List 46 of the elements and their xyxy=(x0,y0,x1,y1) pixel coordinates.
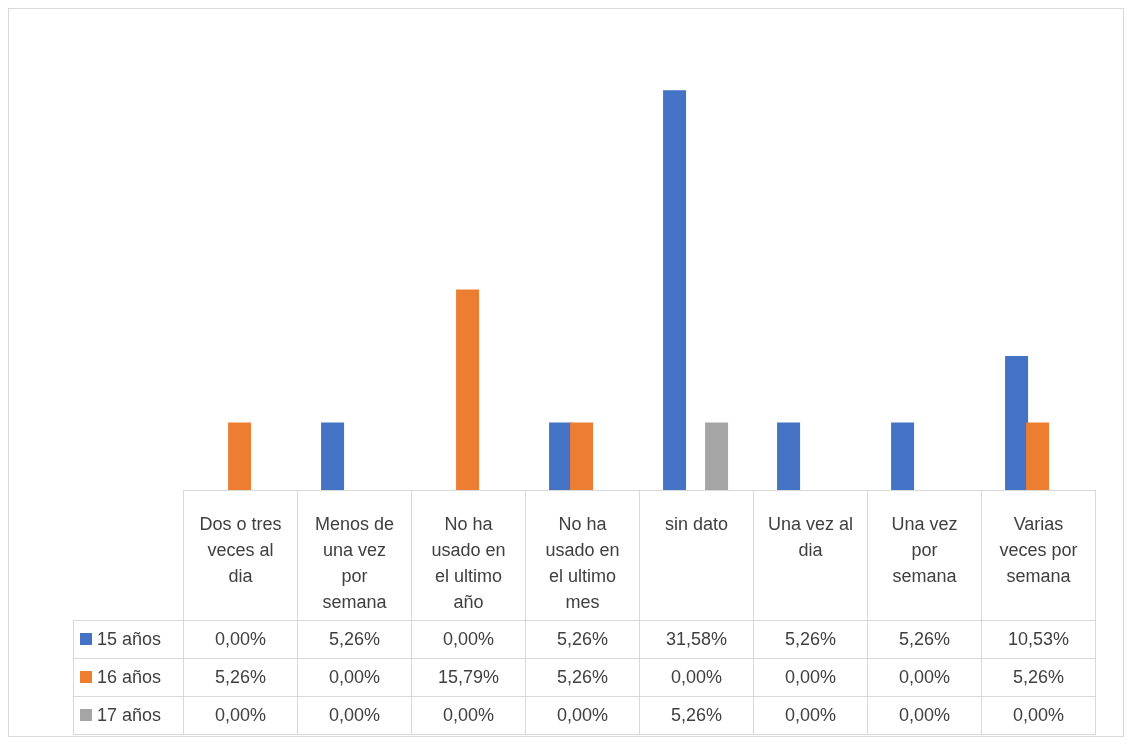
bar xyxy=(663,90,687,491)
bar xyxy=(891,422,915,491)
legend-label: 16 años xyxy=(97,667,162,687)
x-tick-label: Una vez por semana xyxy=(867,490,982,621)
x-tick-label: No ha usado en el ultimo mes xyxy=(525,490,640,621)
data-label: 0,00% xyxy=(183,696,298,735)
bar xyxy=(456,289,480,491)
x-tick-label: No ha usado en el ultimo año xyxy=(411,490,526,621)
data-label: 0,00% xyxy=(411,620,526,659)
x-tick-label: Una vez al dia xyxy=(753,490,868,621)
legend-label: 17 años xyxy=(97,705,162,725)
data-label: 0,00% xyxy=(753,658,868,697)
legend-label: 15 años xyxy=(97,629,162,649)
data-label: 0,00% xyxy=(411,696,526,735)
data-label: 0,00% xyxy=(297,658,412,697)
bar xyxy=(228,422,252,491)
data-label: 0,00% xyxy=(183,620,298,659)
data-label: 5,26% xyxy=(753,620,868,659)
data-label: 0,00% xyxy=(867,696,982,735)
data-label: 15,79% xyxy=(411,658,526,697)
data-label: 0,00% xyxy=(867,658,982,697)
data-label: 0,00% xyxy=(981,696,1096,735)
bar xyxy=(777,422,801,491)
data-label: 5,26% xyxy=(525,658,640,697)
x-tick-label: Dos o tres veces al dia xyxy=(183,490,298,621)
data-label: 0,00% xyxy=(525,696,640,735)
data-label: 5,26% xyxy=(297,620,412,659)
bar xyxy=(321,422,345,491)
x-tick-label: Varias veces por semana xyxy=(981,490,1096,621)
bar xyxy=(549,422,573,491)
x-tick-label: Menos de una vez por semana xyxy=(297,490,412,621)
x-tick-label: sin dato xyxy=(639,490,754,621)
bar xyxy=(570,422,594,491)
data-label: 31,58% xyxy=(639,620,754,659)
data-label: 0,00% xyxy=(753,696,868,735)
data-label: 0,00% xyxy=(639,658,754,697)
data-label: 5,26% xyxy=(183,658,298,697)
data-label: 5,26% xyxy=(981,658,1096,697)
data-label: 0,00% xyxy=(297,696,412,735)
bar xyxy=(1005,356,1029,491)
bar xyxy=(705,422,729,491)
bar xyxy=(1026,422,1050,491)
data-label: 5,26% xyxy=(525,620,640,659)
data-label: 5,26% xyxy=(639,696,754,735)
data-label: 5,26% xyxy=(867,620,982,659)
data-label: 10,53% xyxy=(981,620,1096,659)
